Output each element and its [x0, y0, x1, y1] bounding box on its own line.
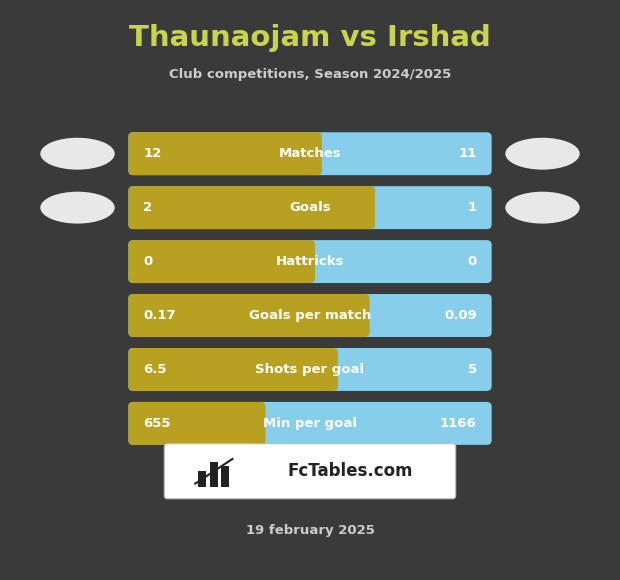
Text: Club competitions, Season 2024/2025: Club competitions, Season 2024/2025	[169, 68, 451, 81]
FancyBboxPatch shape	[128, 402, 265, 445]
FancyBboxPatch shape	[128, 240, 492, 283]
Text: FcTables.com: FcTables.com	[287, 462, 413, 480]
Text: Thaunaojam vs Irshad: Thaunaojam vs Irshad	[129, 24, 491, 52]
FancyBboxPatch shape	[128, 132, 322, 175]
Text: 1166: 1166	[440, 417, 477, 430]
FancyBboxPatch shape	[128, 186, 375, 229]
Text: 5: 5	[467, 363, 477, 376]
Text: 0: 0	[467, 255, 477, 268]
FancyBboxPatch shape	[128, 132, 492, 175]
FancyBboxPatch shape	[294, 245, 310, 278]
Text: Min per goal: Min per goal	[263, 417, 357, 430]
Text: Goals: Goals	[289, 201, 331, 214]
FancyBboxPatch shape	[349, 299, 365, 332]
Text: 655: 655	[143, 417, 170, 430]
FancyBboxPatch shape	[128, 402, 492, 445]
Text: Goals per match: Goals per match	[249, 309, 371, 322]
Text: 0.09: 0.09	[444, 309, 477, 322]
FancyBboxPatch shape	[128, 240, 315, 283]
Text: 12: 12	[143, 147, 161, 160]
Text: 6.5: 6.5	[143, 363, 167, 376]
FancyBboxPatch shape	[128, 186, 492, 229]
FancyBboxPatch shape	[128, 348, 338, 391]
Ellipse shape	[40, 138, 115, 170]
FancyBboxPatch shape	[317, 353, 333, 386]
Text: Hattricks: Hattricks	[276, 255, 344, 268]
FancyBboxPatch shape	[301, 137, 317, 171]
FancyBboxPatch shape	[221, 466, 229, 487]
Ellipse shape	[505, 138, 580, 170]
FancyBboxPatch shape	[198, 471, 206, 487]
Text: 2: 2	[143, 201, 153, 214]
Ellipse shape	[505, 191, 580, 223]
Text: 11: 11	[459, 147, 477, 160]
Text: 0.17: 0.17	[143, 309, 176, 322]
FancyBboxPatch shape	[128, 294, 370, 337]
Ellipse shape	[40, 191, 115, 223]
FancyBboxPatch shape	[128, 294, 492, 337]
Text: 1: 1	[467, 201, 477, 214]
Text: 0: 0	[143, 255, 153, 268]
Text: 19 february 2025: 19 february 2025	[246, 524, 374, 537]
FancyBboxPatch shape	[128, 348, 492, 391]
Text: Shots per goal: Shots per goal	[255, 363, 365, 376]
FancyBboxPatch shape	[355, 191, 370, 224]
FancyBboxPatch shape	[164, 444, 456, 499]
FancyBboxPatch shape	[210, 462, 218, 487]
FancyBboxPatch shape	[245, 407, 260, 440]
Text: Matches: Matches	[278, 147, 342, 160]
